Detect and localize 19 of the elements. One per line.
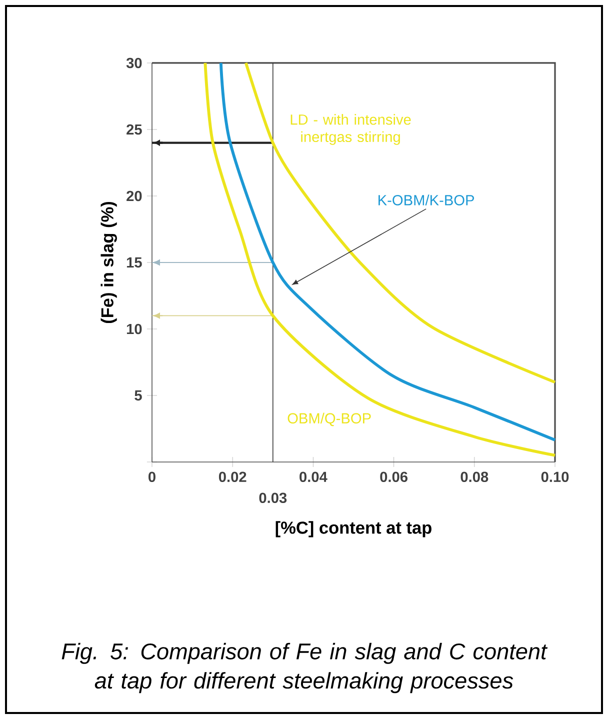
series-label: OBM/Q-BOP xyxy=(288,412,371,426)
caption: Fig. 5: Comparison of Fe in slag and C content at tap for different steelmaking processes xyxy=(62,642,548,694)
x-tick-label: 0.02 xyxy=(218,472,246,482)
y-tick-label: 25 xyxy=(126,124,142,135)
series-label: LD - with intensive inertgas stirring xyxy=(290,114,411,145)
ref-line-label: 0.03 xyxy=(259,492,287,504)
x-tick-label: 0 xyxy=(148,472,156,482)
y-tick-label: 20 xyxy=(126,190,142,202)
y-tick-label: 5 xyxy=(134,390,142,401)
y-axis-title: (Fe) in slag (%) xyxy=(100,202,117,324)
y-tick-label: 15 xyxy=(126,257,142,268)
x-axis-title: [%C] content at tap xyxy=(276,521,432,538)
text: K-OBM/K-BOP xyxy=(378,194,474,206)
x-tick-label: 0.08 xyxy=(460,472,488,482)
x-tick-label: 0.06 xyxy=(380,472,408,482)
x-tick-label: 0.10 xyxy=(541,472,569,482)
x-tick-label: 0.04 xyxy=(300,472,328,482)
y-tick-label: 10 xyxy=(126,324,142,334)
y-tick-label: 30 xyxy=(126,58,142,68)
